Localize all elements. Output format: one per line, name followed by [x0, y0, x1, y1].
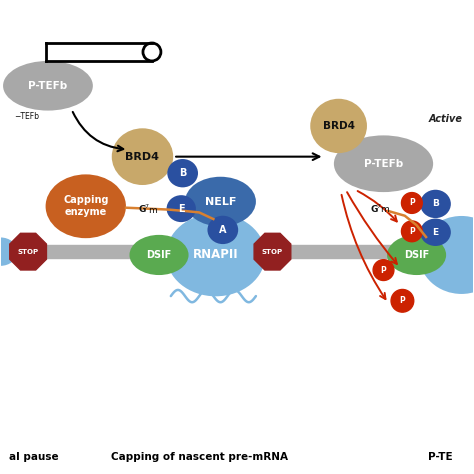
Circle shape [401, 221, 422, 242]
Ellipse shape [166, 214, 265, 296]
Text: DSIF: DSIF [404, 250, 429, 260]
Text: 7: 7 [145, 204, 149, 209]
Text: G: G [139, 205, 146, 214]
Ellipse shape [129, 235, 189, 275]
Text: P-TE: P-TE [428, 452, 453, 462]
Text: P-TEFb: P-TEFb [28, 81, 68, 91]
Circle shape [401, 192, 422, 213]
Text: STOP: STOP [18, 249, 39, 255]
Polygon shape [254, 233, 291, 270]
Ellipse shape [310, 99, 367, 153]
Text: 7: 7 [377, 204, 381, 209]
Text: BRD4: BRD4 [126, 152, 159, 162]
Circle shape [391, 290, 414, 312]
Text: P-TEFb: P-TEFb [364, 159, 403, 169]
Text: B: B [432, 200, 439, 209]
Ellipse shape [3, 61, 93, 110]
Ellipse shape [185, 177, 256, 227]
Ellipse shape [166, 195, 196, 222]
Text: P: P [381, 265, 386, 274]
Ellipse shape [420, 190, 451, 218]
Text: −TEFb: −TEFb [14, 112, 39, 121]
Text: Capping
enzyme: Capping enzyme [63, 195, 109, 217]
Text: al pause: al pause [9, 452, 59, 462]
Text: E: E [432, 228, 438, 237]
Circle shape [373, 260, 394, 281]
Text: m: m [380, 205, 389, 214]
Text: Active: Active [428, 114, 463, 124]
Text: BRD4: BRD4 [323, 121, 355, 131]
Ellipse shape [167, 159, 198, 187]
Polygon shape [10, 233, 46, 270]
Ellipse shape [0, 237, 17, 266]
FancyBboxPatch shape [0, 245, 474, 258]
Ellipse shape [46, 174, 126, 238]
Ellipse shape [420, 219, 451, 246]
Text: P: P [409, 227, 415, 236]
Ellipse shape [387, 235, 446, 275]
Text: RNAPII: RNAPII [193, 248, 238, 262]
Text: m: m [148, 206, 157, 215]
Text: P: P [409, 199, 415, 208]
Ellipse shape [208, 216, 238, 244]
Ellipse shape [112, 128, 173, 185]
Text: G: G [370, 205, 378, 214]
Ellipse shape [334, 136, 433, 192]
Text: A: A [219, 225, 227, 235]
Text: STOP: STOP [262, 249, 283, 255]
Text: DSIF: DSIF [146, 250, 172, 260]
Text: B: B [179, 168, 186, 178]
Text: E: E [178, 204, 184, 214]
Text: Capping of nascent pre-mRNA: Capping of nascent pre-mRNA [111, 452, 288, 462]
Ellipse shape [419, 216, 474, 294]
Text: NELF: NELF [205, 197, 236, 207]
Text: P: P [400, 296, 405, 305]
